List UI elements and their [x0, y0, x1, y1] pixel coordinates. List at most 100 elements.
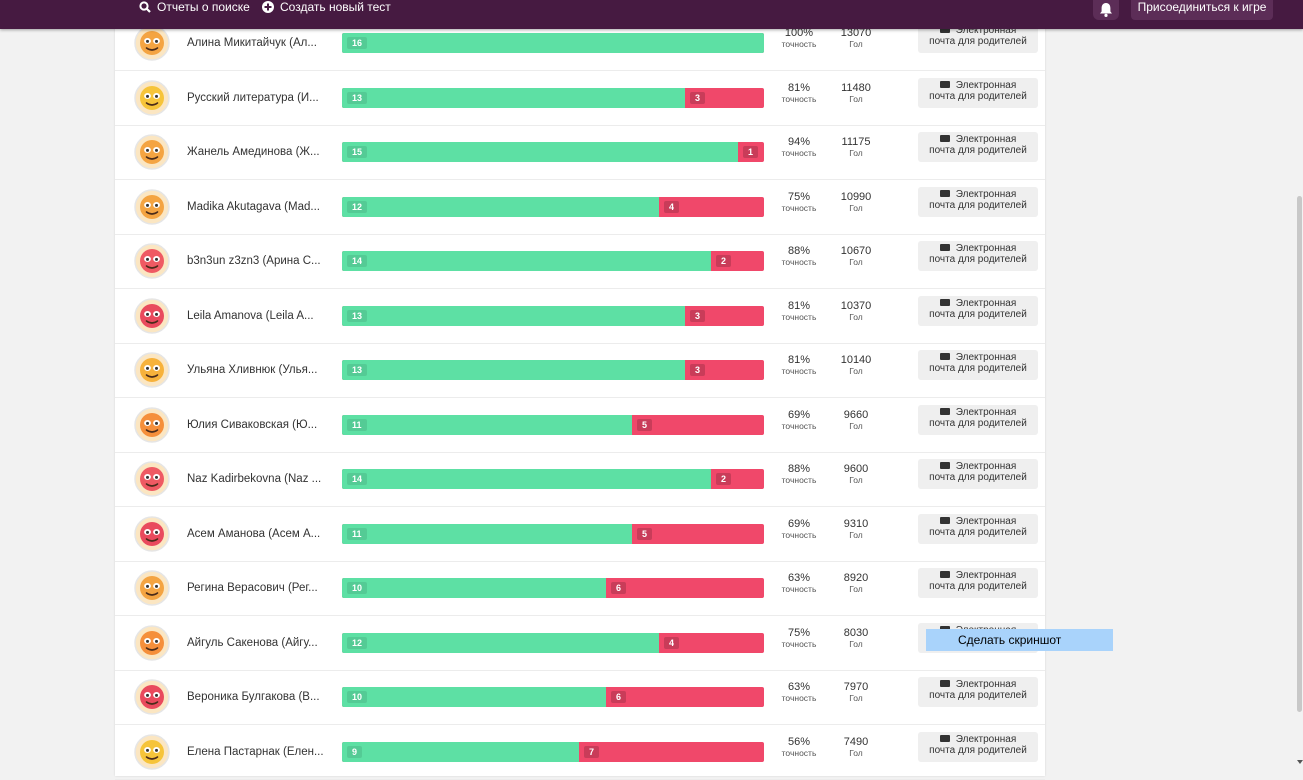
- participant-row[interactable]: b3n3un z3zn3 (Арина С... 14 2 88% точность 10…: [115, 234, 1045, 289]
- accuracy-label: точность: [781, 311, 817, 322]
- score-cell: 7970 Гол: [831, 681, 881, 703]
- score-value: 11480: [841, 81, 871, 94]
- accuracy-value: 56%: [787, 735, 811, 748]
- participant-row[interactable]: Регина Верасович (Рег... 10 6 63% точность 89…: [115, 561, 1045, 616]
- correct-answers-fill: [342, 632, 659, 653]
- participant-name[interactable]: Вероника Булгакова (В...: [187, 691, 320, 703]
- answers-bar: 10 6: [342, 687, 764, 707]
- participant-row[interactable]: Madika Akutagava (Mad... 12 4 75% точность 10…: [115, 180, 1045, 235]
- correct-answers-fill: [342, 414, 632, 435]
- email-label-line1: Электронная: [955, 188, 1017, 200]
- accuracy-value: 75%: [787, 626, 811, 639]
- score-value: 8030: [843, 626, 869, 639]
- participant-row[interactable]: Русский литература (И... 13 3 81% точность 11…: [115, 71, 1045, 126]
- screenshot-tooltip[interactable]: Сделать скриншот: [926, 629, 1113, 651]
- email-label-line2: почта для родителей: [929, 581, 1027, 592]
- participant-name[interactable]: Madika Akutagava (Mad...: [187, 200, 320, 213]
- score-label: Гол: [849, 747, 863, 758]
- accuracy-cell: 81% точность: [773, 354, 825, 376]
- score-value: 13070: [840, 27, 872, 39]
- correct-count: 11: [347, 527, 367, 540]
- participant-row[interactable]: Жанель Амединова (Ж... 15 1 94% точность 1117…: [115, 125, 1045, 180]
- score-label: Гол: [849, 475, 863, 485]
- email-label-line1: Электронная: [955, 679, 1017, 690]
- participant-row[interactable]: Елена Пастарнак (Елен... 9 7 56% точность 749…: [115, 725, 1045, 780]
- participant-name[interactable]: Айгуль Сакенова (Айгу...: [187, 636, 318, 649]
- join-game-button[interactable]: Присоединиться к игре: [1131, 0, 1273, 20]
- score-value: 10990: [840, 190, 872, 203]
- participant-name[interactable]: Асем Аманова (Асем А...: [187, 527, 321, 540]
- penguin-avatar-icon: [134, 733, 170, 770]
- correct-count: 9: [347, 745, 363, 758]
- accuracy-cell: 81% точность: [773, 82, 825, 104]
- email-label-line1: Электронная: [955, 25, 1017, 36]
- correct-answers-fill: [342, 741, 579, 762]
- participant-name[interactable]: Naz Kadirbekovna (Naz ...: [187, 473, 322, 485]
- email-label-line1: Электронная: [955, 570, 1017, 581]
- email-label-line2: почта для родителей: [929, 254, 1027, 265]
- search-reports-label: Отчеты о поиске: [157, 0, 250, 14]
- participant-name[interactable]: Leila Amanova (Leila A...: [187, 309, 314, 322]
- score-label: Гол: [849, 693, 863, 703]
- accuracy-label: точность: [781, 257, 817, 267]
- email-label-line2: почта для родителей: [929, 145, 1027, 156]
- cat-avatar-icon: [134, 243, 170, 279]
- correct-count: 11: [347, 418, 367, 431]
- participant-row[interactable]: Юлия Сиваковская (Ю... 11 5 69% точность 9660…: [115, 398, 1045, 453]
- score-value: 7490: [843, 735, 869, 748]
- incorrect-count: 5: [637, 418, 653, 431]
- correct-answers-fill: [342, 142, 738, 162]
- score-value: 10670: [840, 245, 872, 257]
- participant-name[interactable]: Юлия Сиваковская (Ю...: [187, 418, 318, 431]
- participant-name[interactable]: b3n3un z3zn3 (Арина С...: [187, 255, 321, 267]
- score-label: Гол: [849, 420, 863, 431]
- envelope-icon: [939, 571, 950, 578]
- answers-bar: 14 2: [342, 469, 764, 489]
- email-label-line2: почта для родителей: [929, 363, 1027, 374]
- participant-row[interactable]: Вероника Булгакова (В... 10 6 63% точность 79…: [115, 670, 1045, 725]
- notifications-button[interactable]: [1093, 0, 1119, 20]
- participant-row[interactable]: Leila Amanova (Leila A... 13 3 81% точность 1…: [115, 289, 1045, 344]
- participant-name[interactable]: Русский литература (И...: [187, 91, 319, 104]
- accuracy-value: 63%: [787, 681, 811, 693]
- accuracy-label: точность: [781, 39, 817, 49]
- top-navigation-bar: Отчеты о поиске Создать новый тест Присо…: [0, 0, 1303, 29]
- participant-row[interactable]: Айгуль Сакенова (Айгу... 12 4 75% точность 80…: [115, 616, 1045, 671]
- participant-name[interactable]: Елена Пастарнак (Елен...: [187, 745, 324, 758]
- email-label-line1: Электронная: [955, 406, 1017, 418]
- participant-name[interactable]: Регина Верасович (Рег...: [187, 582, 318, 594]
- score-cell: 8920 Гол: [831, 572, 881, 594]
- participant-name[interactable]: Жанель Амединова (Ж...: [187, 146, 320, 158]
- participant-row[interactable]: Ульяна Хливнюк (Улья... 13 3 81% точность 101…: [115, 343, 1045, 398]
- email-label-line2: почта для родителей: [929, 744, 1027, 756]
- scroll-down-arrow[interactable]: [1297, 760, 1303, 764]
- incorrect-count: 7: [584, 745, 600, 758]
- score-label: Гол: [849, 93, 863, 104]
- score-label: Гол: [849, 366, 863, 376]
- score-cell: 9600 Гол: [831, 463, 881, 485]
- create-test-link[interactable]: Создать новый тест: [262, 0, 391, 14]
- participant-name[interactable]: Алина Микитайчук (Ал...: [187, 37, 317, 49]
- accuracy-label: точность: [781, 93, 817, 104]
- correct-answers-fill: [342, 469, 711, 489]
- bulb-avatar-icon: [134, 406, 170, 443]
- correct-count: 10: [347, 691, 368, 703]
- participant-row[interactable]: Naz Kadirbekovna (Naz ... 14 2 88% точность 9…: [115, 452, 1045, 507]
- answers-bar: 10 6: [342, 578, 764, 598]
- scrollbar-thumb[interactable]: [1297, 196, 1302, 712]
- search-reports-link[interactable]: Отчеты о поиске: [139, 0, 250, 14]
- participant-name[interactable]: Ульяна Хливнюк (Улья...: [187, 364, 318, 376]
- participant-row[interactable]: Асем Аманова (Асем А... 11 5 69% точность 931…: [115, 507, 1045, 562]
